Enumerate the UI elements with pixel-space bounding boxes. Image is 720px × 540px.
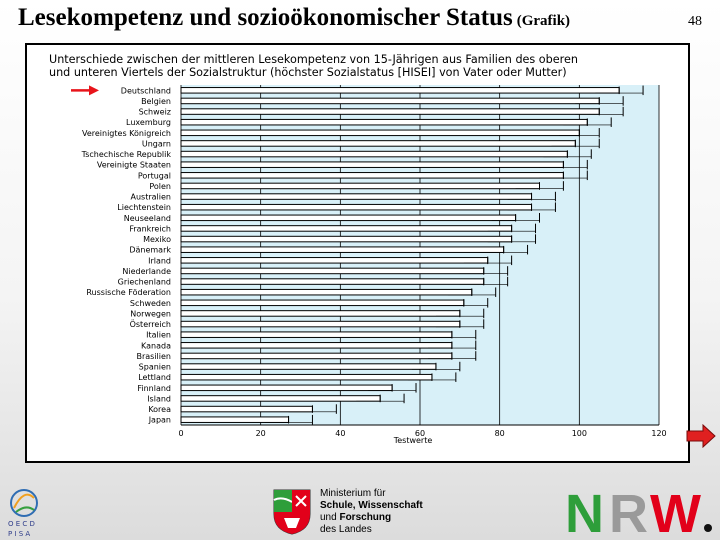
x-tick-label: 120	[651, 429, 666, 438]
bar	[180, 342, 453, 349]
bar	[180, 193, 533, 200]
category-label: Korea	[148, 405, 171, 414]
category-label: Vereinigtes Königreich	[82, 129, 171, 138]
category-label: Japan	[148, 416, 171, 425]
page-number: 48	[688, 14, 702, 29]
svg-text:R: R	[609, 484, 648, 536]
highlight-arrow-icon	[89, 85, 99, 96]
category-label: Liechtenstein	[117, 203, 171, 212]
svg-text:W: W	[650, 484, 701, 536]
category-label: Dänemark	[129, 246, 171, 255]
bar	[180, 288, 473, 296]
x-tick-label: 100	[572, 429, 587, 438]
ministry-line2: Schule, Wissenschaft	[320, 500, 423, 511]
category-label: Spanien	[139, 363, 171, 372]
x-tick-label: 0	[178, 429, 183, 438]
category-label: Polen	[149, 182, 171, 191]
x-tick-label: 20	[256, 429, 266, 438]
bar	[180, 140, 576, 147]
category-label: Brasilien	[136, 352, 171, 361]
bar	[180, 129, 580, 137]
bar	[180, 395, 381, 402]
bar	[180, 363, 437, 370]
x-axis-label: Testwerte	[393, 436, 433, 445]
bar	[180, 405, 313, 413]
category-label: Finnland	[137, 384, 171, 393]
category-label: Irland	[148, 256, 171, 265]
nrw-crest-icon	[273, 489, 311, 535]
bar	[180, 97, 600, 105]
oecd-pisa-logo: O E C D P I S A	[8, 489, 38, 538]
bar	[180, 87, 620, 94]
category-label: Luxemburg	[126, 118, 171, 127]
bar	[180, 214, 517, 222]
category-label: Norwegen	[130, 309, 171, 318]
category-label: Österreich	[130, 319, 171, 329]
footer: O E C D P I S A Ministerium für Schule, …	[0, 478, 720, 540]
x-tick-label: 80	[495, 429, 505, 438]
next-slide-arrow-icon[interactable]	[685, 424, 717, 448]
bar	[180, 310, 461, 317]
category-label: Schweden	[130, 299, 171, 308]
category-label: Mexiko	[143, 235, 171, 244]
chart-title-line1: Unterschiede zwischen der mittleren Lese…	[49, 53, 578, 66]
svg-text:O E C D: O E C D	[8, 520, 35, 528]
category-label: Vereinigte Staaten	[97, 161, 171, 170]
bar	[180, 108, 600, 115]
bar	[180, 235, 513, 243]
category-label: Schweiz	[139, 108, 171, 117]
category-label: Australien	[131, 193, 171, 202]
svg-text:N: N	[565, 484, 604, 536]
category-label: Russische Föderation	[86, 288, 171, 297]
bar	[180, 331, 453, 338]
chart-title-line2: und unteren Viertels der Sozialstruktur …	[49, 66, 567, 79]
category-label: Island	[147, 394, 171, 403]
category-label: Griechenland	[118, 278, 171, 287]
category-label: Niederlande	[122, 267, 171, 276]
category-label: Tschechische Republik	[81, 150, 172, 159]
slide-title-suffix: (Grafik)	[516, 13, 571, 29]
bar	[180, 257, 489, 264]
category-label: Kanada	[141, 341, 171, 350]
category-label: Deutschland	[121, 86, 171, 95]
svg-text:P I S A: P I S A	[8, 530, 30, 538]
slide-title: Lesekompetenz und sozioökonomischer Stat…	[18, 4, 570, 32]
bar	[180, 416, 290, 423]
bar	[180, 203, 533, 211]
category-label: Belgien	[141, 97, 171, 106]
bar	[180, 172, 564, 179]
chart-frame: Unterschiede zwischen der mittleren Lese…	[25, 43, 690, 463]
bar	[180, 267, 485, 275]
bar	[180, 320, 461, 328]
category-label: Italien	[146, 331, 171, 340]
category-label: Neuseeland	[124, 214, 171, 223]
x-tick-label: 40	[335, 429, 345, 438]
slide-title-main: Lesekompetenz und sozioökonomischer Stat…	[18, 4, 513, 31]
bar-chart: Unterschiede zwischen der mittleren Lese…	[49, 53, 667, 445]
ministry-line1: Ministerium für	[320, 488, 386, 499]
bar	[180, 246, 505, 253]
bar	[180, 384, 393, 392]
bar	[180, 299, 465, 307]
category-label: Lettland	[138, 373, 171, 382]
bar	[180, 373, 433, 381]
bar	[180, 150, 568, 158]
bar	[180, 161, 564, 168]
ministry-line3: und Forschung	[320, 512, 392, 523]
bar	[180, 182, 540, 190]
bar	[180, 352, 453, 360]
nrw-logo: N R W	[565, 484, 712, 536]
category-label: Ungarn	[142, 139, 171, 148]
ministry-label: Ministerium für Schule, Wissenschaft und…	[320, 488, 423, 536]
ministry-line4: des Landes	[320, 524, 372, 535]
bar	[180, 118, 588, 126]
x-tick-label: 60	[415, 429, 425, 438]
category-label: Frankreich	[129, 224, 171, 233]
bar	[180, 278, 485, 285]
bar	[180, 225, 513, 232]
category-label: Portugal	[138, 171, 171, 180]
